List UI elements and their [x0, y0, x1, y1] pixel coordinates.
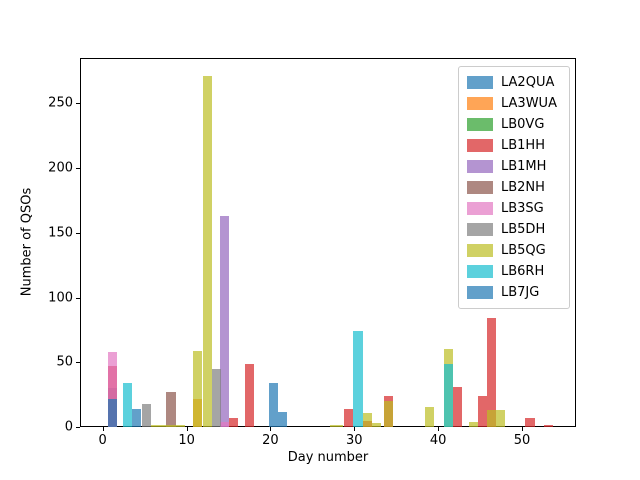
x-tick-mark — [102, 427, 104, 431]
legend-item-la3wua: LA3WUA — [467, 93, 561, 114]
legend-label: LB5DH — [501, 222, 546, 237]
y-tick-label: 250 — [48, 95, 73, 111]
legend-swatch-icon — [467, 160, 493, 173]
bar-lb5qg — [151, 425, 185, 428]
legend-item-lb0vg: LB0VG — [467, 114, 561, 135]
legend-label: LB1MH — [501, 159, 547, 174]
legend-item-la2qua: LA2QUA — [467, 72, 561, 93]
x-tick-label: 50 — [513, 433, 531, 448]
bar-lb5qg — [203, 76, 213, 428]
y-tick-label: 100 — [48, 290, 73, 306]
x-tick-mark — [354, 427, 356, 431]
bar-lb5qg — [362, 412, 372, 428]
x-tick-label: 20 — [262, 433, 279, 448]
bar-lb6rh — [122, 383, 132, 428]
bar-lb5qg — [486, 410, 496, 428]
legend-label: LB7JG — [501, 285, 540, 300]
legend-swatch-icon — [467, 139, 493, 152]
legend-label: LB1HH — [501, 138, 545, 153]
bar-lb5qg — [330, 424, 344, 428]
y-tick-label: 0 — [64, 419, 73, 435]
legend-item-lb1hh: LB1HH — [467, 135, 561, 156]
legend-swatch-icon — [467, 76, 493, 89]
y-tick-mark — [76, 427, 80, 429]
legend-item-lb5qg: LB5QG — [467, 240, 561, 261]
legend-item-lb3sg: LB3SG — [467, 198, 561, 219]
legend-item-lb5dh: LB5DH — [467, 219, 561, 240]
x-tick-label: 0 — [98, 433, 107, 448]
y-tick-label: 50 — [56, 354, 73, 370]
bar-lb3sg — [108, 352, 118, 428]
legend-label: LB2NH — [501, 180, 545, 195]
bar-lb1hh — [543, 425, 553, 428]
legend-swatch-icon — [467, 202, 493, 215]
bar-lb1hh — [477, 396, 487, 428]
x-tick-mark — [438, 427, 440, 431]
legend-swatch-icon — [467, 286, 493, 299]
legend-box: LA2QUA LA3WUA LB0VG LB1HH LB1MH LB2NH LB3SG LB5… — [458, 66, 570, 309]
bar-lb1hh — [229, 418, 239, 428]
y-tick-label: 200 — [48, 160, 73, 176]
bar-lb5qg — [383, 401, 393, 428]
bar-la2qua — [268, 383, 278, 428]
legend-item-lb7jg: LB7JG — [467, 282, 561, 303]
bar-lb3sg — [220, 422, 230, 428]
bar-lb1hh — [245, 363, 255, 428]
legend-swatch-icon — [467, 265, 493, 278]
legend-label: LB5QG — [501, 243, 546, 258]
x-tick-label: 10 — [178, 433, 195, 448]
legend-label: LB6RH — [501, 264, 545, 279]
bar-lb2nh — [166, 392, 176, 428]
legend-swatch-icon — [467, 97, 493, 110]
bar-lb5qg — [496, 410, 506, 428]
legend-swatch-icon — [467, 181, 493, 194]
bar-lb5qg — [193, 350, 203, 428]
bar-lb1hh — [525, 418, 535, 428]
bar-lb5qg — [424, 406, 434, 428]
x-tick-mark — [270, 427, 272, 431]
y-tick-mark — [76, 362, 80, 364]
x-tick-label: 30 — [346, 433, 363, 448]
y-tick-mark — [76, 103, 80, 105]
y-axis-label: Number of QSOs — [19, 187, 35, 297]
bar-lb7jg — [108, 398, 118, 428]
legend-item-lb6rh: LB6RH — [467, 261, 561, 282]
bar-lb1mh — [220, 216, 230, 428]
bar-lb1hh — [453, 387, 463, 428]
bar-lb7jg — [132, 409, 142, 428]
legend-swatch-icon — [467, 244, 493, 257]
x-tick-mark — [186, 427, 188, 431]
legend-label: LA3WUA — [501, 96, 557, 111]
bar-lb1hh — [344, 409, 354, 428]
bar-lb7jg — [278, 411, 288, 428]
legend-item-lb1mh: LB1MH — [467, 156, 561, 177]
bar-lb6rh — [353, 331, 363, 428]
legend-label: LB3SG — [501, 201, 544, 216]
bar-lb5dh — [142, 403, 152, 428]
legend-label: LB0VG — [501, 117, 545, 132]
legend-label: LA2QUA — [501, 75, 555, 90]
x-tick-mark — [522, 427, 523, 431]
legend-swatch-icon — [467, 118, 493, 131]
legend-item-lb2nh: LB2NH — [467, 177, 561, 198]
bar-lb5qg — [469, 422, 479, 428]
y-tick-mark — [76, 232, 80, 234]
bar-lb6rh — [444, 363, 454, 428]
y-tick-mark — [76, 168, 80, 169]
y-tick-label: 150 — [48, 225, 73, 241]
bar-lb5dh — [211, 368, 221, 428]
x-tick-label: 40 — [429, 433, 447, 448]
bar-lb1hh — [486, 318, 496, 428]
y-tick-mark — [76, 297, 80, 299]
bar-lb5qg — [371, 423, 381, 428]
x-axis-label: Day number — [287, 450, 369, 465]
legend-swatch-icon — [467, 223, 493, 236]
